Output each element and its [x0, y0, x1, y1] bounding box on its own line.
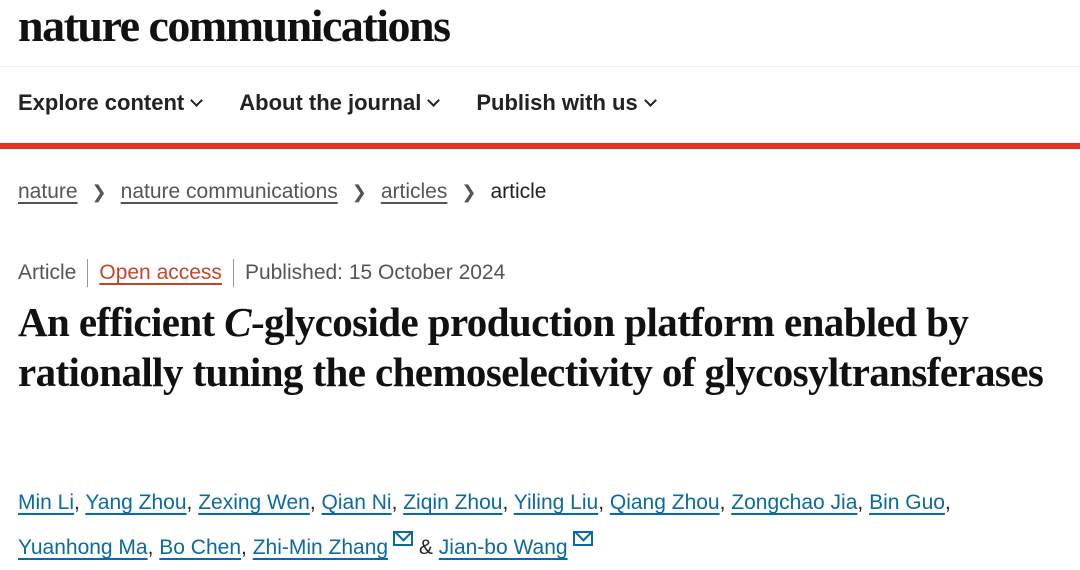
chevron-right-icon: ❯: [461, 181, 477, 202]
author-list: Min Li, Yang Zhou, Zexing Wen, Qian Ni, …: [18, 491, 951, 559]
author-link[interactable]: Yang Zhou: [85, 491, 187, 514]
author-link[interactable]: Jian-bo Wang: [438, 536, 568, 559]
author-link[interactable]: Zhi-Min Zhang: [252, 536, 389, 559]
breadcrumb-current: article: [490, 180, 547, 203]
ampersand: &: [418, 536, 433, 559]
nav-about-journal[interactable]: About the journal: [239, 90, 441, 116]
divider: [0, 66, 1080, 67]
main-nav: Explore content About the journal Publis…: [18, 90, 657, 116]
author-link[interactable]: Qian Ni: [321, 491, 392, 514]
email-icon[interactable]: [393, 531, 414, 546]
breadcrumb-articles[interactable]: articles: [380, 180, 448, 203]
author-link[interactable]: Zongchao Jia: [731, 491, 858, 514]
author-link[interactable]: Bin Guo: [869, 491, 945, 514]
accent-bar: [0, 143, 1080, 149]
chevron-right-icon: ❯: [351, 181, 367, 202]
title-part: An efficient: [18, 299, 225, 345]
open-access-link[interactable]: Open access: [99, 261, 222, 284]
published-date: Published: 15 October 2024: [244, 261, 506, 284]
breadcrumb-nature[interactable]: nature: [18, 180, 78, 203]
divider: [87, 259, 89, 287]
nav-explore-content[interactable]: Explore content: [18, 90, 204, 116]
author-link[interactable]: Ziqin Zhou: [403, 491, 503, 514]
author-link[interactable]: Yiling Liu: [513, 491, 599, 514]
author-link[interactable]: Zexing Wen: [198, 491, 310, 514]
nav-label: About the journal: [239, 90, 422, 115]
title-italic: C: [224, 299, 251, 345]
author-link[interactable]: Yuanhong Ma: [18, 536, 148, 559]
nav-publish-with-us[interactable]: Publish with us: [476, 90, 657, 116]
title-part: -glycoside production platform enabled b…: [18, 299, 1044, 395]
breadcrumb-nature-communications[interactable]: nature communications: [120, 180, 338, 203]
breadcrumb: nature ❯ nature communications ❯ articles ❯…: [18, 180, 547, 204]
article-type: Article: [18, 261, 77, 284]
chevron-right-icon: ❯: [91, 181, 107, 202]
journal-logo[interactable]: nature communications: [18, 0, 451, 51]
email-icon[interactable]: [572, 531, 593, 546]
author-link[interactable]: Min Li: [18, 491, 75, 514]
article-meta: Article Open access Published: 15 Octobe…: [18, 259, 505, 287]
chevron-down-icon: [427, 93, 441, 107]
nav-label: Publish with us: [476, 90, 638, 115]
divider: [232, 259, 234, 287]
page-title: An efficient C-glycoside production plat…: [18, 297, 1068, 397]
chevron-down-icon: [643, 93, 657, 107]
author-link[interactable]: Bo Chen: [159, 536, 242, 559]
author-link[interactable]: Qiang Zhou: [609, 491, 720, 514]
chevron-down-icon: [190, 93, 204, 107]
nav-label: Explore content: [18, 90, 185, 115]
